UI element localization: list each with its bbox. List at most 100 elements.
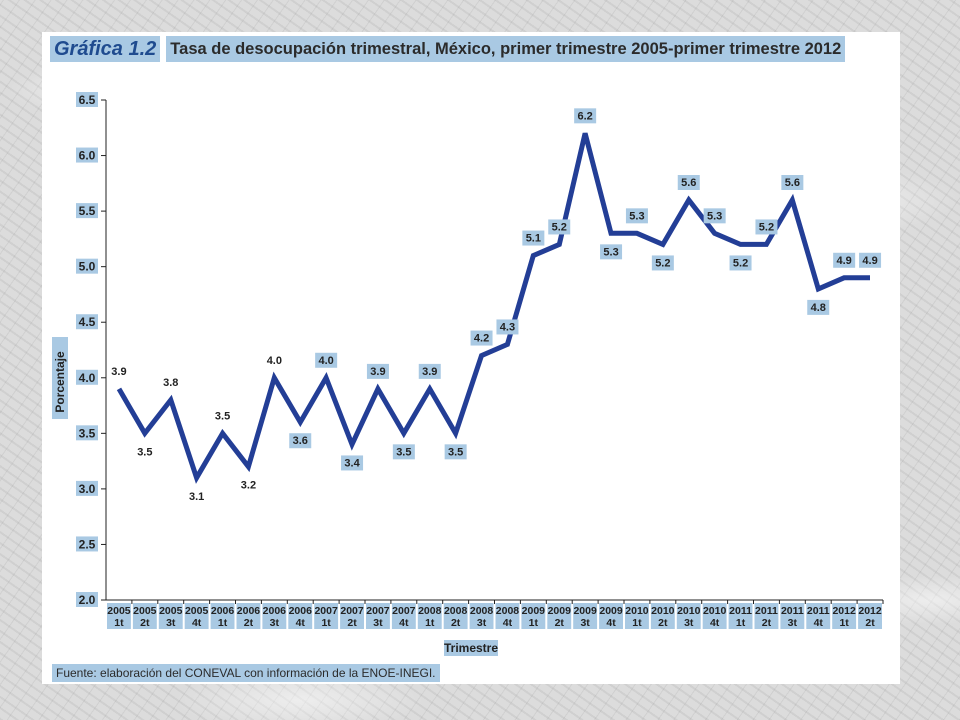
x-tick-year: 2005 [185,605,209,617]
x-tick-year: 2007 [314,605,338,617]
data-label: 4.9 [837,255,852,267]
data-label-box [703,208,726,224]
y-tick-label: 3.0 [79,482,96,496]
y-tick-label: 5.5 [79,204,96,218]
x-tick-quarter: 2t [865,617,875,629]
x-tick-quarter: 2t [244,617,254,629]
x-tick-quarter: 2t [140,617,150,629]
data-label: 5.3 [603,246,618,258]
x-tick-quarter: 4t [814,617,824,629]
x-tick-label-box [702,603,727,629]
x-tick-label-box [521,603,546,629]
x-tick-quarter: 1t [218,617,228,629]
x-tick-quarter: 2t [347,617,357,629]
data-label: 4.0 [319,355,334,367]
data-label: 3.1 [189,491,204,503]
y-tick-label: 6.5 [79,93,96,107]
y-tick-label-box [76,536,98,552]
x-tick-quarter: 4t [399,617,409,629]
y-tick-label-box [76,480,98,496]
x-tick-quarter: 1t [425,617,435,629]
data-label-box [833,252,856,268]
x-tick-label-box [806,603,831,629]
y-tick-label-box [76,369,98,385]
series-polyline [116,132,870,484]
data-label: 5.2 [552,221,567,233]
x-tick-label-box [469,603,494,629]
x-tick-year: 2010 [677,605,701,617]
x-tick-label-box [625,603,649,629]
x-tick-quarter: 3t [477,617,487,629]
x-tick-quarter: 4t [192,617,202,629]
data-label: 3.8 [163,377,178,389]
data-label-box [392,444,415,460]
chart-header: Gráfica 1.2 Tasa de desocupación trimest… [50,36,846,62]
x-tick-label-box [236,603,261,629]
x-tick-year: 2009 [599,605,623,617]
line-chart: Porcentaje 2.0 2.5 3.0 3.5 4.0 4.5 5.0 5.5 6.0 6.… [52,92,884,656]
x-tick-year: 2006 [211,605,235,617]
data-label-box [677,175,700,190]
y-tick-label-box [76,258,98,274]
x-tick-quarter: 1t [839,617,849,629]
data-label-box [729,255,752,271]
data-label: 4.3 [500,321,515,333]
data-label-box [496,319,519,335]
x-tick-label-box [650,603,675,629]
x-tick-label-box [443,603,468,629]
x-tick-year: 2009 [522,605,546,617]
x-tick-quarter: 4t [606,617,616,629]
x-tick-label-box [107,603,131,629]
data-label: 5.2 [759,221,774,233]
data-label: 3.5 [396,446,411,458]
data-label-box [522,230,545,246]
x-tick-year: 2012 [832,605,856,617]
x-tick-year: 2006 [289,605,313,617]
data-label: 3.5 [215,410,230,422]
data-label-box [341,455,364,471]
x-tick-year: 2010 [651,605,675,617]
y-tick-label: 6.0 [79,149,96,163]
x-tick-year: 2005 [133,605,157,617]
data-label: 5.6 [785,177,800,189]
data-label: 5.6 [681,177,696,189]
data-label-box [444,444,467,460]
data-label: 5.1 [526,233,541,245]
x-tick-year: 2011 [807,605,830,617]
data-label: 3.9 [111,366,126,378]
data-label: 3.6 [293,435,308,447]
data-label: 5.2 [655,257,670,269]
x-tick-year: 2006 [263,605,287,617]
x-tick-label-box [158,603,183,629]
x-tick-year: 2008 [418,605,442,617]
data-label-box [807,299,830,315]
x-tick-year: 2008 [444,605,468,617]
data-label: 3.5 [137,446,152,458]
data-label: 3.9 [422,366,437,378]
figure-number: Gráfica 1.2 [50,36,161,62]
x-tick-year: 2009 [573,605,597,617]
x-tick-year: 2012 [858,605,882,617]
x-axis-label-box [444,640,498,656]
y-tick-label: 2.5 [79,537,96,551]
data-label: 4.9 [862,255,877,267]
y-tick-label: 3.5 [79,426,96,440]
data-label-box [418,363,441,379]
y-axis-label-box [52,337,68,419]
data-label-box [781,175,804,190]
x-tick-quarter: 1t [632,617,642,629]
y-axis: 2.0 2.5 3.0 3.5 4.0 4.5 5.0 5.5 6.0 6.5 [76,92,107,607]
series-line [116,132,870,484]
x-tick-year: 2011 [755,605,778,617]
y-tick-label: 5.0 [79,260,96,274]
x-tick-quarter: 2t [555,617,565,629]
x-tick-quarter: 3t [166,617,176,629]
data-labels: 3.9 3.5 3.8 3.1 3.5 3.2 4.0 3.6 4.0 3.4 3.9 3.5 3.9 3… [111,108,882,503]
x-tick-year: 2008 [496,605,520,617]
data-label: 3.5 [448,446,463,458]
x-axis: 20051t20052t20053t20054t20061t20062t2006… [106,599,884,629]
x-tick-label-box [832,603,857,629]
x-tick-quarter: 1t [736,617,746,629]
x-tick-year: 2009 [548,605,572,617]
x-tick-quarter: 3t [684,617,694,629]
